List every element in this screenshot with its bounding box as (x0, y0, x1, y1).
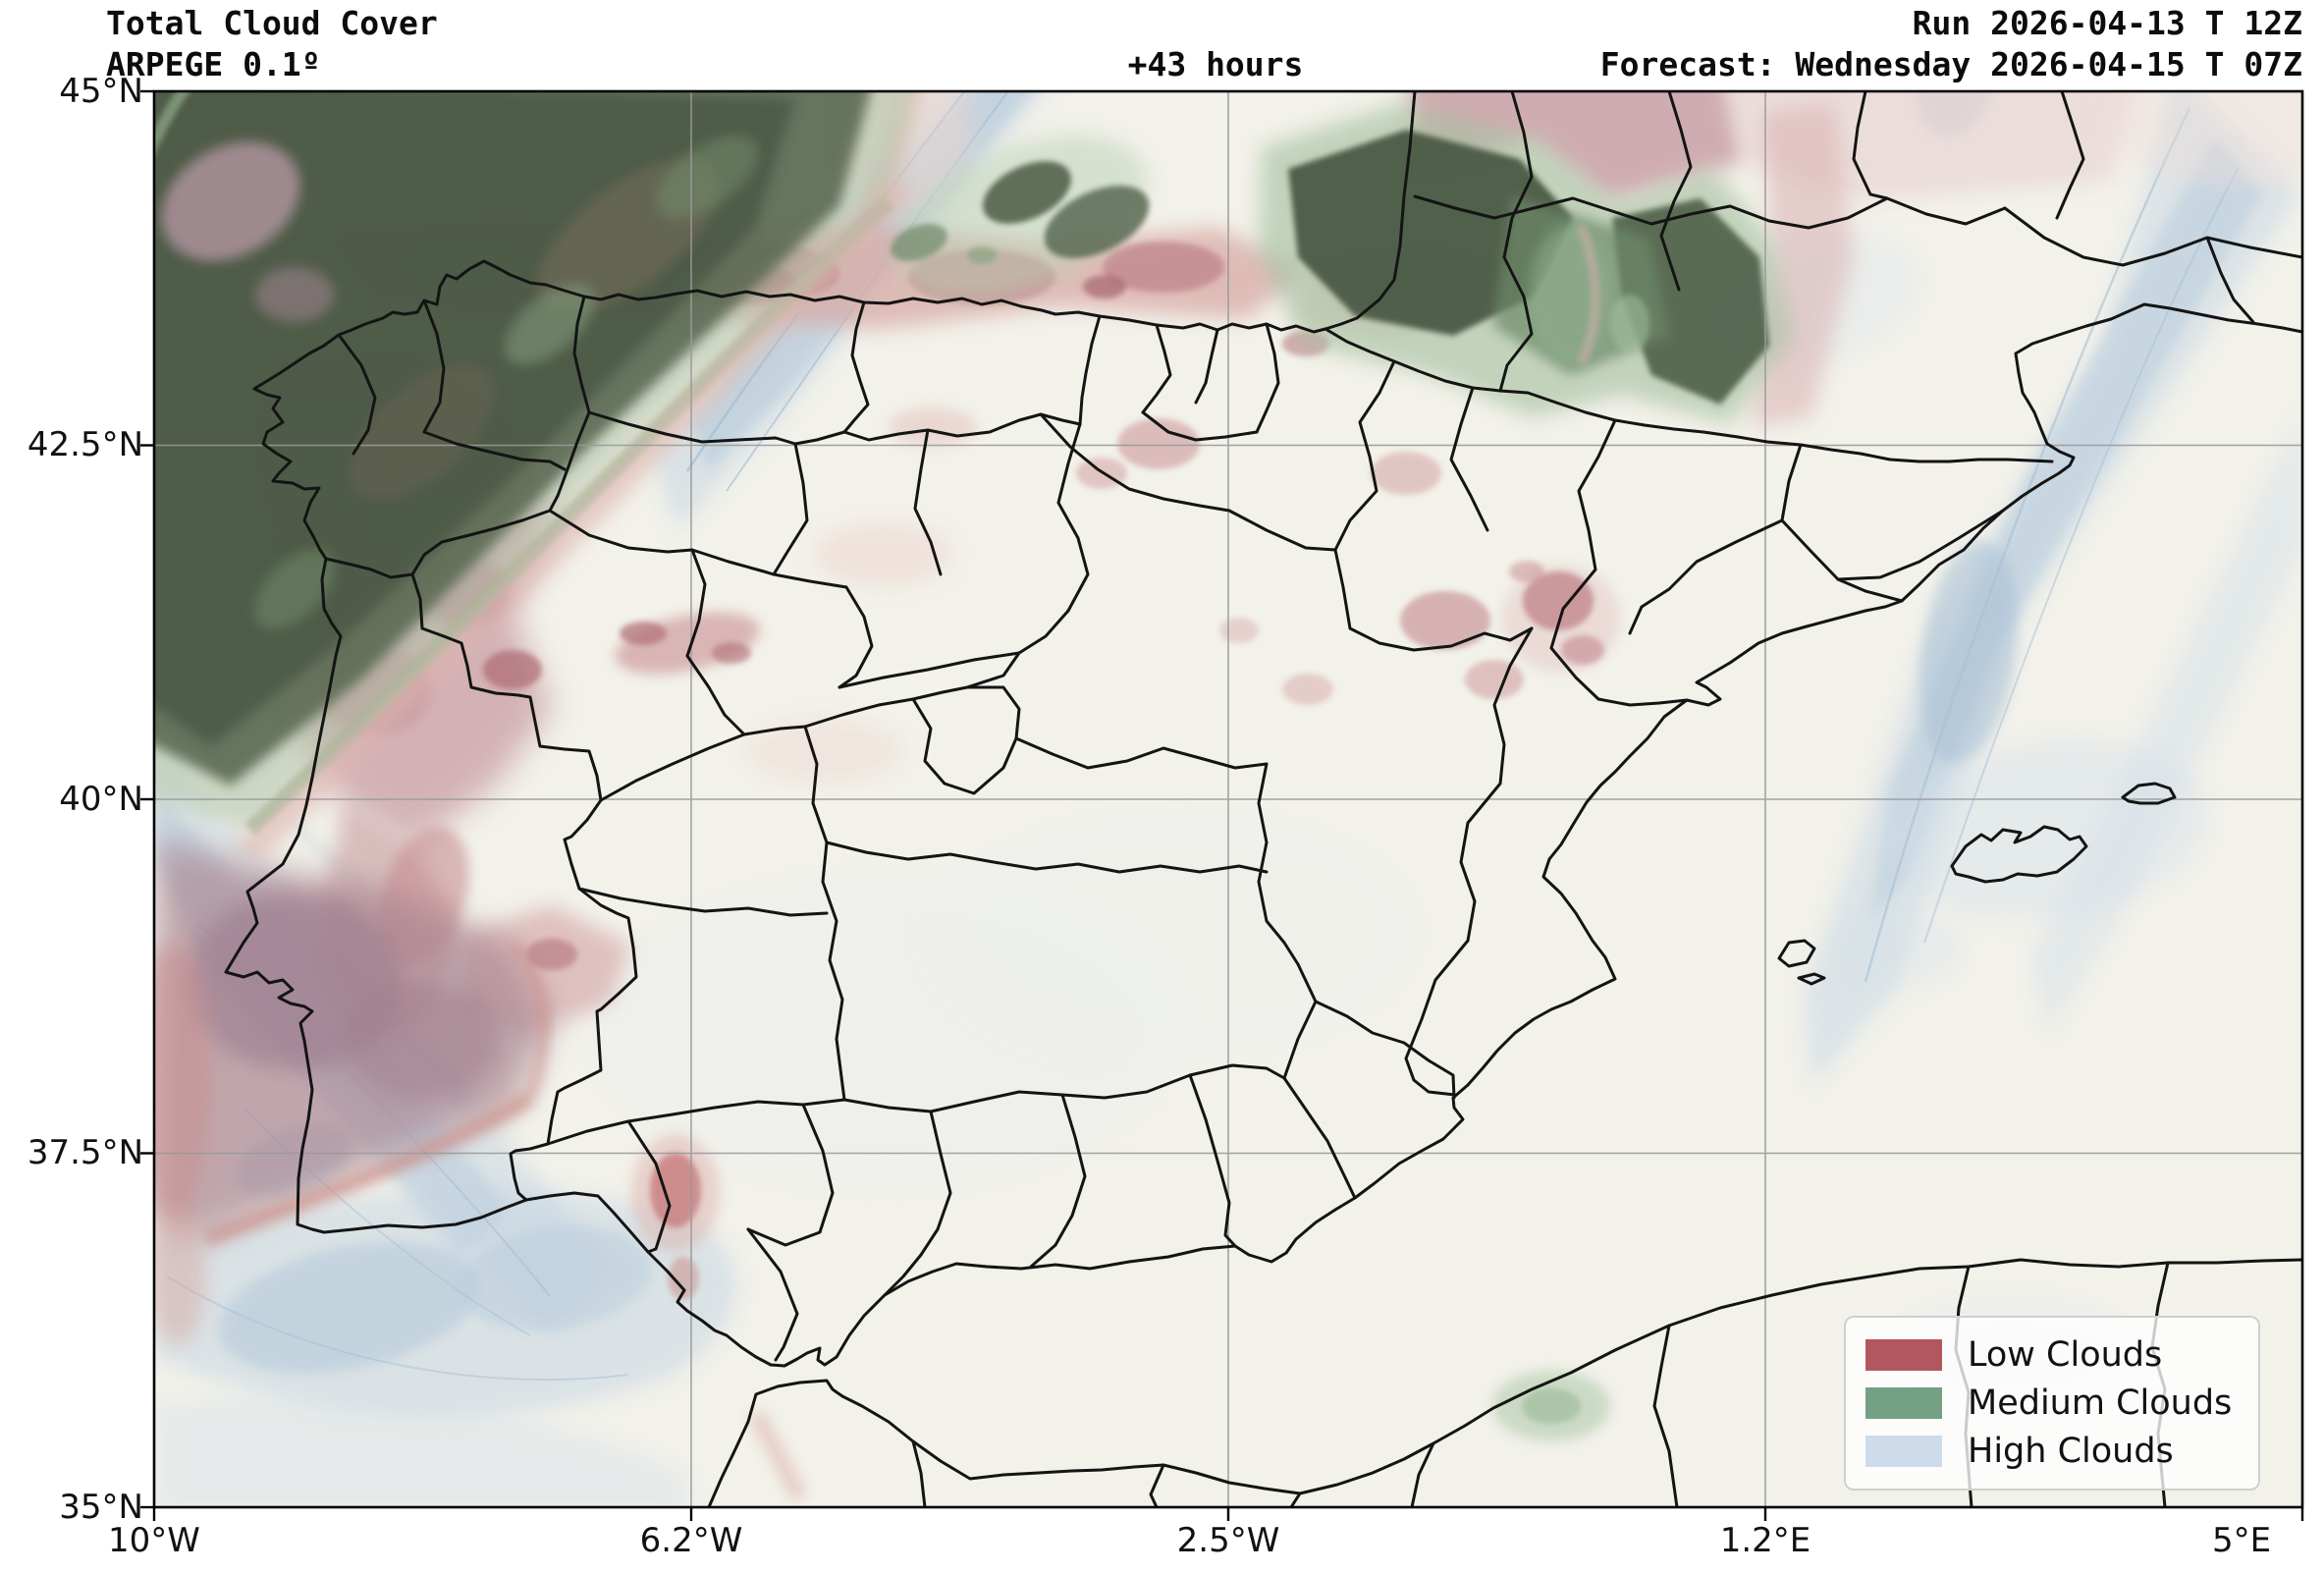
y-tick-label-40n: 40°N (59, 780, 143, 819)
x-tick-label-10w: 10°W (108, 1521, 200, 1560)
y-tick-label-42-5n: 42.5°N (27, 425, 143, 464)
y-tick-label-37-5n: 37.5°N (27, 1133, 143, 1172)
legend-label: Medium Clouds (1968, 1383, 2233, 1423)
legend-label: High Clouds (1968, 1431, 2174, 1471)
graticule-gridlines (154, 91, 2302, 1507)
plot-frame (152, 89, 2304, 1509)
legend: Low Clouds Medium Clouds High Clouds (1844, 1316, 2260, 1491)
y-tick-label-35n: 35°N (59, 1488, 143, 1527)
lead-time-label: +43 hours (1127, 45, 1304, 83)
model-label: ARPEGE 0.1º (106, 45, 321, 83)
run-label: Run 2026-04-13 T 12Z (1912, 4, 2302, 42)
x-tick-label-6-2w: 6.2°W (639, 1521, 743, 1560)
legend-item-medium-clouds: Medium Clouds (1865, 1384, 2239, 1422)
x-tick-label-5e: 5°E (2211, 1521, 2272, 1560)
y-tick-label-45n: 45°N (59, 72, 143, 111)
forecast-label: Forecast: Wednesday 2026-04-15 T 07Z (1599, 45, 2302, 83)
medium-clouds-swatch-icon (1865, 1386, 1942, 1419)
legend-item-high-clouds: High Clouds (1865, 1433, 2239, 1470)
high-clouds-swatch-icon (1865, 1435, 1942, 1467)
coastlines-and-borders (224, 91, 2302, 1507)
x-tick-label-2-5w: 2.5°W (1176, 1521, 1280, 1560)
legend-item-low-clouds: Low Clouds (1865, 1336, 2239, 1374)
map-title: Total Cloud Cover (106, 4, 438, 42)
legend-label: Low Clouds (1968, 1335, 2163, 1376)
x-tick-label-1-2e: 1.2°E (1719, 1521, 1811, 1560)
axis-ticks (140, 89, 2304, 1521)
low-clouds-swatch-icon (1865, 1339, 1942, 1372)
